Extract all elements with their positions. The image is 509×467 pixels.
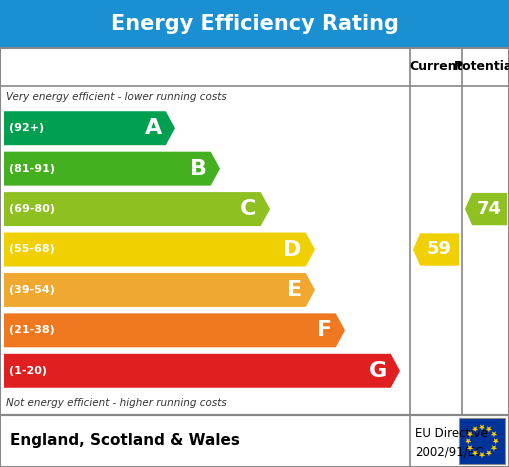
Bar: [459, 418, 505, 464]
Text: (92+): (92+): [9, 123, 44, 133]
Bar: [0, 48, 509, 415]
Text: (21-38): (21-38): [9, 325, 55, 335]
Text: 74: 74: [476, 200, 501, 218]
Polygon shape: [472, 426, 478, 432]
Polygon shape: [486, 426, 492, 432]
Polygon shape: [467, 445, 473, 451]
Text: Energy Efficiency Rating: Energy Efficiency Rating: [110, 14, 399, 34]
Text: (1-20): (1-20): [9, 366, 47, 376]
Polygon shape: [491, 445, 497, 451]
Text: EU Directive: EU Directive: [415, 427, 488, 440]
Text: Current: Current: [409, 61, 463, 73]
Polygon shape: [4, 192, 270, 226]
Polygon shape: [491, 432, 497, 438]
Text: Not energy efficient - higher running costs: Not energy efficient - higher running co…: [6, 398, 227, 408]
Text: (39-54): (39-54): [9, 285, 55, 295]
Text: D: D: [284, 240, 302, 260]
Text: C: C: [240, 199, 257, 219]
Polygon shape: [4, 111, 175, 145]
Polygon shape: [479, 425, 485, 431]
Polygon shape: [413, 234, 459, 266]
Polygon shape: [4, 233, 315, 267]
Polygon shape: [479, 452, 485, 458]
Text: (55-68): (55-68): [9, 245, 55, 255]
Text: E: E: [287, 280, 302, 300]
Text: F: F: [317, 320, 332, 340]
Polygon shape: [465, 193, 507, 225]
Polygon shape: [4, 152, 220, 185]
Text: England, Scotland & Wales: England, Scotland & Wales: [10, 433, 240, 448]
Polygon shape: [465, 438, 471, 445]
Polygon shape: [467, 432, 473, 438]
Text: 2002/91/EC: 2002/91/EC: [415, 446, 484, 459]
Polygon shape: [4, 313, 345, 347]
Text: Potential: Potential: [454, 61, 509, 73]
Polygon shape: [493, 438, 499, 445]
Text: (69-80): (69-80): [9, 204, 55, 214]
Polygon shape: [4, 354, 400, 388]
Bar: [0, 0, 509, 48]
Polygon shape: [4, 273, 315, 307]
Text: Very energy efficient - lower running costs: Very energy efficient - lower running co…: [6, 92, 227, 102]
Text: (81-91): (81-91): [9, 163, 55, 174]
Polygon shape: [486, 450, 492, 456]
Bar: [0, 415, 509, 467]
Polygon shape: [472, 450, 478, 456]
Text: B: B: [190, 159, 207, 179]
Text: G: G: [369, 361, 387, 381]
Text: 59: 59: [427, 241, 451, 259]
Text: A: A: [145, 118, 162, 138]
